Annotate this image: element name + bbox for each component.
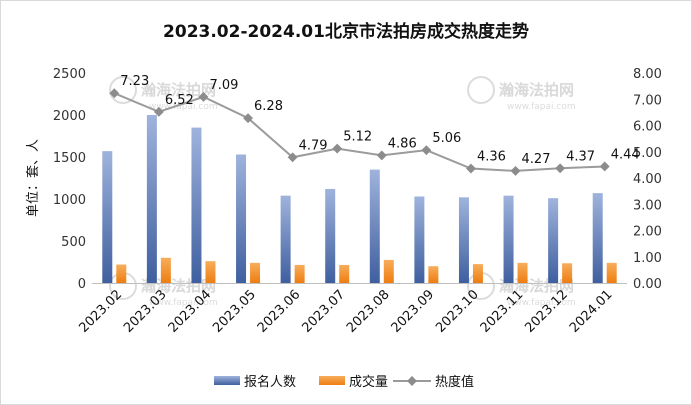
legend-marker-heat [407,376,417,386]
y2-axis-tick-label: 7.00 [633,93,662,108]
y2-axis-tick-label: 2.00 [633,225,662,240]
x-axis-tick-label: 2023.07 [299,287,348,336]
watermark-text: 瀚海法拍网 [141,81,216,99]
heat-data-label: 4.36 [477,150,506,165]
heat-point [198,91,209,102]
heat-point [376,150,387,161]
legend-swatch-signups [214,376,240,385]
y-axis-tick-label: 2000 [53,109,86,124]
bar-signups [414,196,425,283]
heat-data-label: 4.37 [566,149,595,164]
y2-axis-tick-label: 5.00 [633,146,662,161]
heat-data-label: 7.09 [209,78,238,93]
heat-point [421,145,432,156]
bar-deals [562,263,573,283]
watermark-text: 瀚海法拍网 [499,81,574,99]
x-axis-tick-label: 2024.01 [567,287,616,336]
watermark-seal-icon [467,76,495,104]
x-axis-tick-label: 2023.08 [344,287,393,336]
bar-deals [339,264,350,283]
bar-signups [325,188,336,283]
bar-deals [116,264,127,283]
bar-signups [503,195,514,283]
heat-point [510,165,521,176]
bar-deals [160,257,171,283]
heat-data-label: 5.06 [432,131,461,146]
legend-label-heat: 热度值 [435,374,474,390]
legend-label-deals: 成交量 [349,374,388,390]
bar-deals [517,262,528,283]
y2-axis-tick-label: 6.00 [633,120,662,135]
watermark-url: www.fapai.com [149,102,218,112]
watermark-url: www.fapai.com [507,102,576,112]
heat-data-label: 4.44 [611,147,640,162]
y-axis-tick-label: 0 [78,277,86,292]
bar-signups [548,198,559,283]
y2-axis-tick-label: 3.00 [633,198,662,213]
bar-signups [236,154,247,283]
heat-data-label: 4.27 [522,152,551,167]
heat-data-label: 7.23 [120,74,149,89]
y-axis-tick-label: 1000 [53,193,86,208]
heat-line [113,92,605,172]
watermark-url: www.fapai.com [149,298,218,308]
x-axis-tick-label: 2023.02 [76,287,125,336]
heat-point [332,143,343,154]
heat-data-label: 4.86 [388,136,417,151]
watermark-seal-icon [109,76,137,104]
bar-deals [250,262,261,283]
x-axis-tick-label: 2023.05 [210,287,259,336]
y-axis-title: 单位：套、人 [25,139,41,217]
y2-axis-tick-label: 1.00 [633,251,662,266]
x-axis-tick-label: 2023.09 [389,287,438,336]
bar-signups [369,169,380,283]
y2-axis-tick-label: 0.00 [633,277,662,292]
bar-deals [428,266,439,283]
x-axis-tick-label: 2023.06 [255,287,304,336]
bar-signups [102,151,113,283]
bar-deals [294,264,305,283]
heat-point [555,163,566,174]
y-axis-tick-label: 500 [61,235,86,250]
y2-axis-tick-label: 8.00 [633,67,662,82]
bar-deals [606,262,617,283]
heat-data-label: 6.52 [165,93,194,108]
y2-axis-tick-label: 4.00 [633,172,662,187]
heat-point [243,113,253,124]
heat-point [599,161,610,172]
bar-deals [205,261,216,283]
bar-signups [191,127,202,283]
x-axis-tick-label: 2023.10 [433,287,482,336]
bar-signups [592,193,603,283]
chart-title: 2023.02-2024.01北京市法拍房成交热度走势 [163,22,529,42]
heat-data-label: 6.28 [254,99,283,114]
bar-deals [383,259,394,283]
legend-swatch-deals [319,376,345,385]
heat-point [466,163,476,174]
watermark-url: www.fapai.com [507,298,576,308]
y-axis-tick-label: 1500 [53,151,86,166]
bar-deals [472,264,483,283]
legend-label-signups: 报名人数 [244,374,296,390]
bar-signups [146,115,157,283]
heat-data-label: 4.79 [299,138,328,153]
bar-signups [280,195,291,283]
y-axis-tick-label: 2500 [53,67,86,82]
heat-point [287,152,298,163]
heat-point [153,106,164,117]
bar-signups [458,197,469,283]
heat-point [109,88,120,99]
heat-data-label: 5.12 [343,130,372,145]
